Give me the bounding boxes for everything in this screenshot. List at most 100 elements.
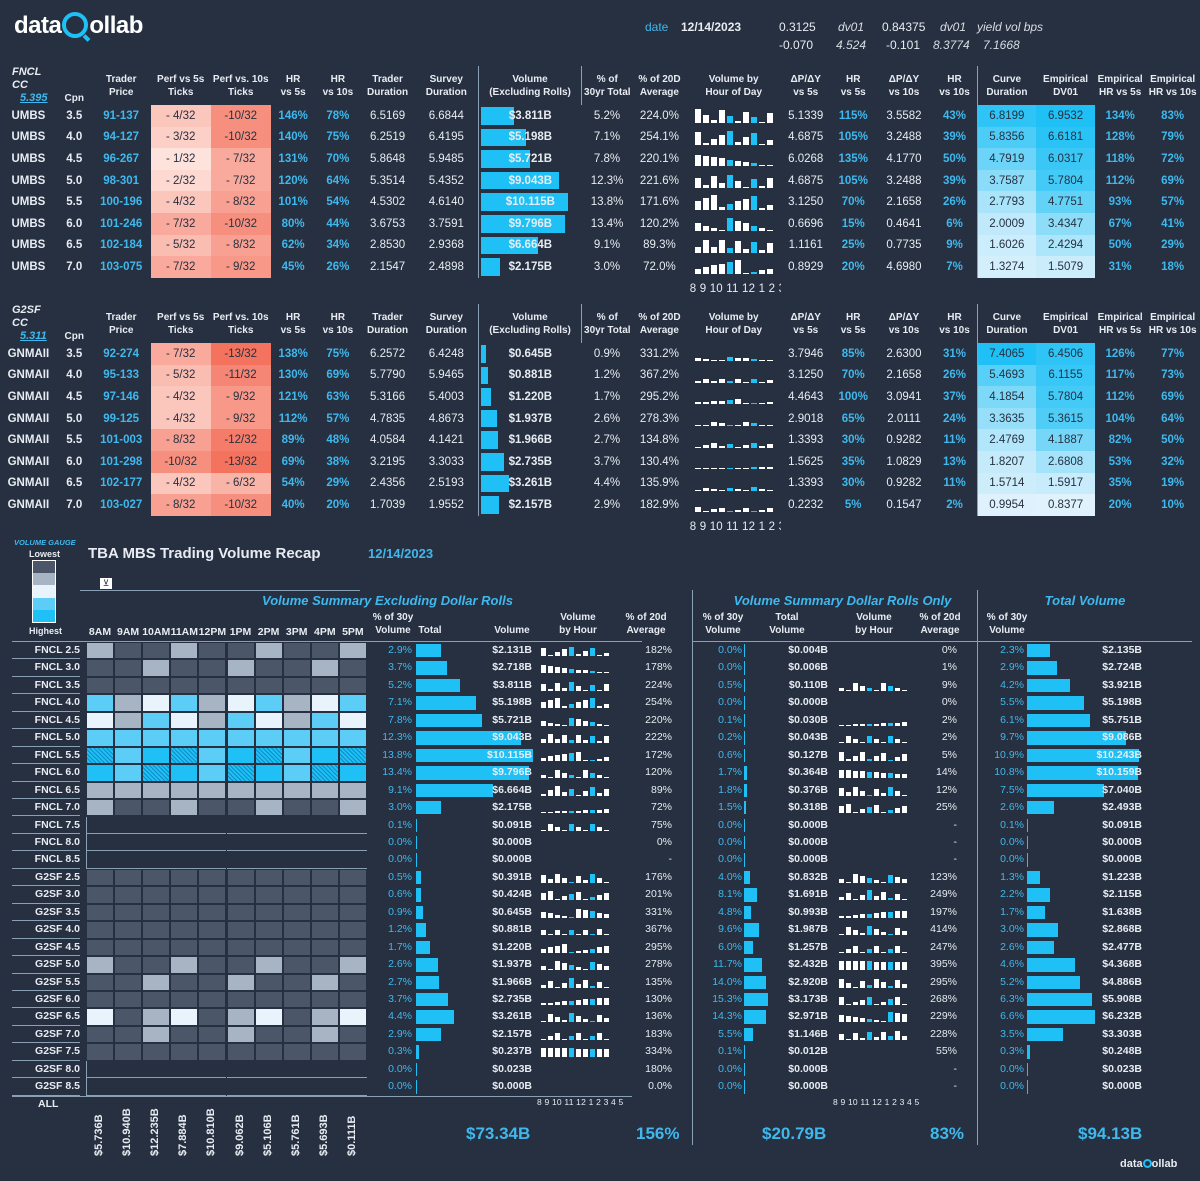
survey-duration: 5.4352 bbox=[428, 174, 464, 187]
g2sf-row[interactable]: GNMAII 3.5 92-274- 7/32 -13/32 138% 75% 6.2572… bbox=[0, 343, 1200, 365]
g2sf-row[interactable]: GNMAII 4.5 97-146- 4/32- 9/32 121% 63% 5.3166… bbox=[0, 386, 1200, 408]
s1-pct30: 2.9% bbox=[388, 644, 412, 656]
heatmap-cell bbox=[142, 834, 171, 852]
s3-volume-bar bbox=[1027, 713, 1090, 728]
recap-row-label[interactable]: G2SF 6.0 bbox=[12, 991, 80, 1009]
fncl-row[interactable]: UMBS 6.0 101-246- 7/32 -10/32 80% 44% 3.6753 3.… bbox=[0, 212, 1200, 235]
fncl-row[interactable]: UMBS 7.0 103-075- 7/32- 9/32 45% 26% 2.1547 2.… bbox=[0, 256, 1200, 278]
pct-20d: 171.6% bbox=[639, 196, 679, 209]
spark-bar bbox=[874, 1036, 879, 1040]
fncl-row[interactable]: UMBS 3.5 91-137- 4/32 -10/32 146% 78% 6.5169 6.… bbox=[0, 105, 1200, 127]
g2sf-col-ehr5: Empirical HR vs 5s bbox=[1097, 311, 1143, 336]
s3-pct30: 10.8% bbox=[994, 766, 1024, 779]
recap-row-label[interactable]: FNCL 6.5 bbox=[12, 782, 80, 800]
spark-bar bbox=[597, 741, 602, 744]
fncl-row[interactable]: UMBS 5.5 100-196- 4/32- 8/32 101% 54% 4.5302 4… bbox=[0, 191, 1200, 213]
recap-row-label[interactable]: FNCL 4.0 bbox=[12, 694, 80, 712]
s1-by-hour bbox=[535, 766, 615, 779]
recap-row-label[interactable]: G2SF 7.5 bbox=[12, 1043, 80, 1061]
spark-bar bbox=[541, 1038, 546, 1040]
heatmap-cell bbox=[170, 694, 199, 712]
trader-duration: 4.5302 bbox=[369, 196, 406, 209]
heatmap-cell bbox=[310, 1025, 339, 1044]
recap-row-label[interactable]: G2SF 7.0 bbox=[12, 1026, 80, 1044]
s3-pct30: 6.3% bbox=[1000, 993, 1024, 1005]
trader-duration: 4.0584 bbox=[369, 434, 406, 447]
s2-by-hour bbox=[833, 888, 913, 901]
spark-bar bbox=[734, 425, 741, 427]
s1-pct20: 201% bbox=[645, 888, 672, 901]
s2-pct20: 25% bbox=[935, 801, 957, 814]
g2sf-col-tdur: Trader Duration bbox=[367, 311, 409, 336]
recap-row-label[interactable]: FNCL 3.0 bbox=[12, 659, 80, 677]
g2sf-row[interactable]: GNMAII 6.5 102-177- 4/32- 6/32 54% 29% 2.4356… bbox=[0, 472, 1200, 495]
s2-pct20: - bbox=[953, 1080, 958, 1093]
g2sf-row[interactable]: GNMAII 5.0 99-125- 4/32- 9/32 112% 57% 4.7835… bbox=[0, 407, 1200, 430]
spark-bar bbox=[555, 785, 560, 796]
s1-volume-bar bbox=[416, 644, 441, 658]
recap-row-label[interactable]: G2SF 6.5 bbox=[12, 1008, 80, 1026]
volume-bar bbox=[480, 474, 509, 493]
recap-row-label[interactable]: FNCL 5.0 bbox=[12, 729, 80, 747]
recap-row-label[interactable]: FNCL 5.5 bbox=[12, 747, 80, 765]
recap-row-label[interactable]: G2SF 5.5 bbox=[12, 974, 80, 991]
hr-vs-5s-b: 15% bbox=[841, 217, 865, 230]
spark-bar bbox=[590, 721, 595, 726]
hour-sparkline bbox=[833, 1010, 913, 1023]
dpdy-vs-10s: 2.1658 bbox=[886, 196, 922, 209]
hour-sparkline bbox=[690, 454, 778, 470]
volume-by-hour bbox=[687, 235, 781, 257]
spark-bar bbox=[555, 873, 560, 883]
recap-row-label[interactable]: FNCL 6.0 bbox=[12, 764, 80, 782]
spark-bar bbox=[702, 378, 709, 383]
recap-row-label[interactable]: FNCL 8.0 bbox=[12, 834, 80, 852]
heatmap-cell bbox=[114, 781, 143, 800]
recap-row-label[interactable]: G2SF 8.5 bbox=[12, 1078, 80, 1096]
recap-row-label[interactable]: FNCL 7.5 bbox=[12, 817, 80, 834]
recap-row-label[interactable]: G2SF 3.0 bbox=[12, 886, 80, 904]
fncl-row[interactable]: UMBS 6.5 102-184- 5/32- 8/32 62% 34% 2.8530 2.… bbox=[0, 234, 1200, 257]
trader-duration: 5.3166 bbox=[369, 390, 406, 403]
g2sf-row[interactable]: GNMAII 4.0 95-133- 5/32 -11/32 130% 69% 5.7790… bbox=[0, 364, 1200, 387]
empirical-hr-5s: 20% bbox=[1108, 498, 1132, 511]
fncl-row[interactable]: UMBS 4.0 94-127- 3/32 -10/32 140% 75% 6.2519 6.… bbox=[0, 126, 1200, 149]
recap-row-label[interactable]: FNCL 7.0 bbox=[12, 799, 80, 817]
s3-pct30: 4.2% bbox=[1000, 678, 1024, 691]
recap-row-label[interactable]: G2SF 4.0 bbox=[12, 921, 80, 939]
recap-row-label[interactable]: FNCL 8.5 bbox=[12, 851, 80, 869]
spark-bar bbox=[853, 1032, 858, 1040]
spark-bar bbox=[846, 948, 851, 953]
spark-bar bbox=[758, 186, 765, 189]
recap-row-label[interactable]: FNCL 2.5 bbox=[12, 642, 80, 660]
spark-bar bbox=[555, 682, 560, 691]
recap-row-label[interactable]: G2SF 3.5 bbox=[12, 904, 80, 922]
heatmap-cell bbox=[282, 817, 311, 834]
spark-bar bbox=[888, 999, 893, 1005]
heatmap-cell bbox=[338, 868, 367, 887]
recap-row-label[interactable]: G2SF 5.0 bbox=[12, 956, 80, 974]
g2sf-row[interactable]: GNMAII 7.0 103-027- 8/32 -10/32 40% 20% 1.7039… bbox=[0, 494, 1200, 516]
recap-row-label[interactable]: G2SF 4.5 bbox=[12, 939, 80, 957]
trader-duration: 4.7835 bbox=[369, 412, 406, 425]
filter-icon[interactable]: ⊻ bbox=[100, 578, 112, 589]
perf-vs-10s: - 9/32 bbox=[210, 256, 271, 278]
spark-bar bbox=[881, 792, 886, 796]
recap-row-label[interactable]: FNCL 3.5 bbox=[12, 677, 80, 695]
spark-bar bbox=[576, 811, 581, 814]
recap-row-label[interactable]: G2SF 2.5 bbox=[12, 869, 80, 887]
spark-bar bbox=[562, 687, 567, 691]
heatmap-cell bbox=[310, 694, 339, 712]
hour-sparkline bbox=[535, 1028, 615, 1040]
spark-bar bbox=[569, 965, 574, 971]
g2sf-row[interactable]: GNMAII 6.0 101-298 -10/32 -13/32 69% 38% 3.2195… bbox=[0, 450, 1200, 473]
magnifier-icon bbox=[62, 12, 89, 38]
g2sf-row[interactable]: GNMAII 5.5 101-003- 8/32 -12/32 89% 48% 4.0584… bbox=[0, 429, 1200, 451]
heatmap-cell bbox=[254, 694, 283, 712]
spark-bar bbox=[726, 487, 733, 491]
s2-volume: $0.376B bbox=[788, 783, 828, 796]
recap-row-label[interactable]: G2SF 8.0 bbox=[12, 1061, 80, 1079]
fncl-row[interactable]: UMBS 5.0 98-301- 2/32- 7/32 120% 64% 5.3514 5.… bbox=[0, 169, 1200, 192]
s1-volume-bar bbox=[416, 818, 417, 832]
fncl-row[interactable]: UMBS 4.5 96-267- 1/32- 7/32 131% 70% 5.8648 5.… bbox=[0, 148, 1200, 170]
recap-row-label[interactable]: FNCL 4.5 bbox=[12, 712, 80, 730]
